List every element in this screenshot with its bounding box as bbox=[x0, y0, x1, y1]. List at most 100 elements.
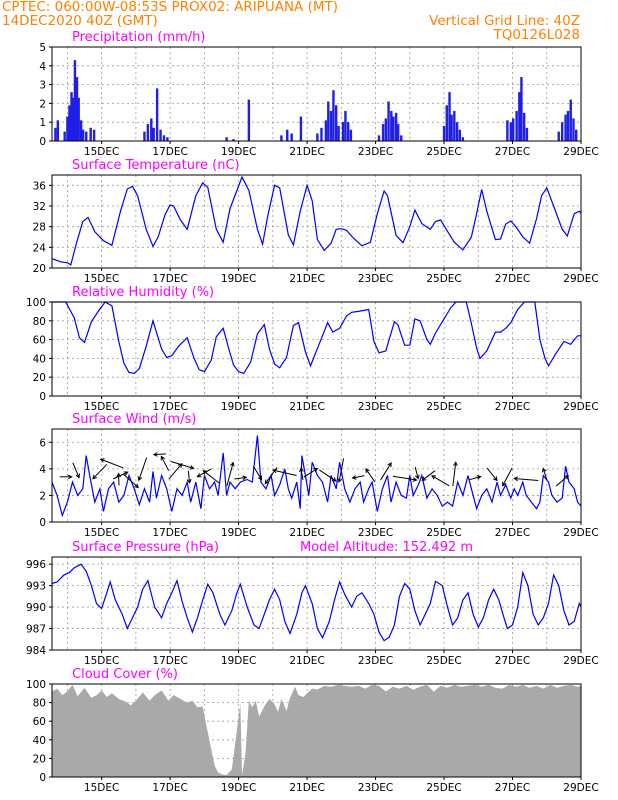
pressure-ytick-label: 993 bbox=[26, 581, 46, 593]
precip-bar bbox=[280, 135, 283, 141]
wind-vector-arrow bbox=[380, 462, 392, 481]
humidity-xtick-label: 25DEC bbox=[426, 401, 461, 413]
precip-bar bbox=[159, 129, 162, 141]
precip-bar bbox=[396, 124, 400, 141]
precipitation-ytick-label: 4 bbox=[39, 61, 46, 73]
humidity-title: Relative Humidity (%) bbox=[72, 285, 214, 300]
precip-bar bbox=[327, 101, 330, 141]
precip-bar bbox=[450, 114, 453, 141]
precip-bar bbox=[143, 131, 146, 141]
humidity-xtick-label: 29DEC bbox=[563, 401, 598, 413]
pressure-ytick-label: 987 bbox=[26, 624, 46, 636]
wind-vector-arrow bbox=[59, 474, 73, 480]
wind-vector-arrow bbox=[99, 458, 124, 469]
humidity-xtick-label: 17DEC bbox=[152, 401, 187, 413]
wind-vector-arrow bbox=[303, 467, 319, 478]
precip-bar bbox=[85, 131, 88, 141]
wind-vector-head bbox=[75, 473, 80, 479]
wind-vector-shaft bbox=[170, 460, 194, 469]
precip-bar bbox=[329, 110, 333, 141]
wind-xtick-label: 27DEC bbox=[495, 527, 530, 539]
precipitation-xtick-label: 17DEC bbox=[152, 146, 187, 158]
wind-vector-shaft bbox=[138, 457, 148, 481]
precip-bar bbox=[341, 122, 345, 141]
pressure-border bbox=[51, 556, 582, 651]
wind-series-line bbox=[51, 435, 582, 518]
wind-vector-arrow bbox=[468, 475, 482, 481]
wind-vector-head bbox=[493, 476, 498, 482]
wind-vector-head bbox=[421, 476, 427, 481]
precip-bar bbox=[75, 77, 79, 141]
wind-vector-head bbox=[160, 455, 165, 461]
pressure-ytick-label: 990 bbox=[26, 602, 46, 614]
precip-bar bbox=[68, 105, 71, 141]
precip-bar bbox=[377, 135, 381, 141]
wind-vector-shaft bbox=[226, 462, 234, 486]
humidity-xtick-label: 23DEC bbox=[358, 401, 393, 413]
precip-bar bbox=[316, 133, 319, 141]
temperature-xtick-label: 15DEC bbox=[84, 273, 119, 285]
precip-bar bbox=[66, 116, 69, 141]
precip-bar bbox=[146, 124, 150, 141]
wind-panel: 0 2 4 6 15DEC 17DEC 19DEC 21DEC 23DEC 25DEC 27DEC 2… bbox=[39, 412, 598, 539]
wind-vector-shaft bbox=[365, 468, 376, 483]
temperature-xtick-label: 27DEC bbox=[495, 273, 530, 285]
precip-bar bbox=[54, 127, 57, 141]
cloud-xtick-label: 17DEC bbox=[152, 782, 187, 794]
pressure-panel: 984 987 990 993 996 15DEC 17DEC 19DEC 21DEC 23DEC… bbox=[26, 540, 599, 667]
temperature-xtick-label: 17DEC bbox=[152, 273, 187, 285]
wind-ytick-label: 0 bbox=[39, 517, 46, 529]
cloud-xtick-label: 15DEC bbox=[84, 782, 119, 794]
wind-vector-arrow bbox=[486, 467, 498, 482]
precip-bar bbox=[63, 131, 66, 141]
wind-xtick-label: 19DEC bbox=[221, 527, 256, 539]
precip-bar bbox=[448, 92, 451, 141]
precip-bar bbox=[155, 88, 159, 141]
humidity-ytick-label: 40 bbox=[33, 353, 46, 365]
wind-vector-shaft bbox=[414, 466, 419, 479]
pressure-title: Surface Pressure (hPa) bbox=[72, 540, 219, 555]
wind-vector-head bbox=[313, 467, 319, 473]
precip-bar bbox=[461, 137, 465, 141]
precip-bar bbox=[349, 129, 353, 141]
precip-bar bbox=[334, 105, 338, 141]
cloud-ytick-label: 80 bbox=[33, 698, 46, 710]
wind-vector-head bbox=[257, 475, 263, 481]
humidity-panel: 0 20 40 60 80 100 15DEC 17DEC 19DEC 21DEC 23DEC 25D… bbox=[26, 285, 599, 413]
precip-bar bbox=[81, 129, 85, 141]
precip-bar bbox=[392, 116, 395, 141]
wind-vector-head bbox=[541, 467, 547, 473]
wind-vector-head bbox=[431, 475, 436, 480]
wind-vector-arrow bbox=[137, 457, 148, 482]
wind-vector-shaft bbox=[160, 456, 170, 471]
wind-vector-head bbox=[67, 474, 73, 480]
cloud-ytick-label: 100 bbox=[26, 679, 46, 691]
precip-bar bbox=[506, 120, 509, 141]
precip-bar bbox=[569, 99, 572, 141]
wind-vector-shaft bbox=[338, 458, 345, 483]
precip-bar bbox=[89, 127, 92, 141]
header-location: CPTEC: 060:00W-08:53S PROX02: ARIPUANA (… bbox=[2, 0, 338, 15]
precip-bar bbox=[509, 122, 513, 141]
precip-bar bbox=[150, 118, 153, 141]
precip-bar bbox=[455, 122, 459, 141]
precip-bar bbox=[337, 125, 340, 141]
precip-bar bbox=[400, 135, 403, 141]
wind-vector-arrow bbox=[513, 476, 539, 482]
pressure-xtick-label: 15DEC bbox=[84, 655, 119, 667]
wind-vector-arrow bbox=[168, 463, 183, 480]
wind-vector-shaft bbox=[555, 475, 569, 487]
precip-bar bbox=[79, 120, 83, 141]
precip-bar bbox=[324, 120, 328, 141]
wind-vector-arrow bbox=[414, 466, 420, 480]
pressure-frame bbox=[51, 556, 582, 651]
precip-bar bbox=[346, 122, 350, 141]
wind-vector-head bbox=[453, 461, 458, 467]
pressure-xtick-label: 17DEC bbox=[152, 655, 187, 667]
wind-vector-shaft bbox=[100, 458, 124, 469]
wind-vector-arrow bbox=[502, 467, 513, 487]
wind-vector-head bbox=[92, 474, 97, 480]
precip-bar bbox=[445, 105, 448, 141]
temperature-ytick-label: 20 bbox=[33, 263, 46, 275]
precipitation-xtick-label: 25DEC bbox=[426, 146, 461, 158]
